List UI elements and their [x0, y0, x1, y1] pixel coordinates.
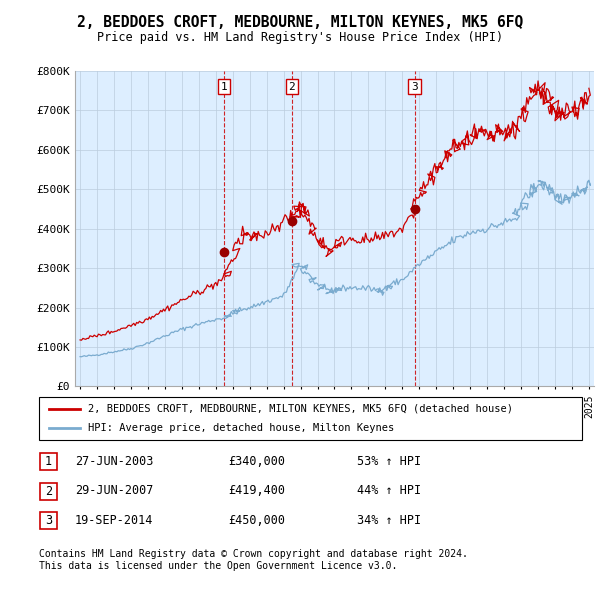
Text: 44% ↑ HPI: 44% ↑ HPI — [357, 484, 421, 497]
Text: 19-SEP-2014: 19-SEP-2014 — [75, 514, 154, 527]
Text: 1: 1 — [221, 81, 227, 91]
Text: 27-JUN-2003: 27-JUN-2003 — [75, 455, 154, 468]
Text: 1: 1 — [45, 455, 52, 468]
Text: 34% ↑ HPI: 34% ↑ HPI — [357, 514, 421, 527]
Text: HPI: Average price, detached house, Milton Keynes: HPI: Average price, detached house, Milt… — [88, 423, 394, 433]
Text: £450,000: £450,000 — [228, 514, 285, 527]
FancyBboxPatch shape — [40, 483, 57, 500]
Text: 29-JUN-2007: 29-JUN-2007 — [75, 484, 154, 497]
Text: 2: 2 — [289, 81, 295, 91]
Text: 2, BEDDOES CROFT, MEDBOURNE, MILTON KEYNES, MK5 6FQ: 2, BEDDOES CROFT, MEDBOURNE, MILTON KEYN… — [77, 15, 523, 30]
Text: 2: 2 — [45, 485, 52, 498]
Text: This data is licensed under the Open Government Licence v3.0.: This data is licensed under the Open Gov… — [39, 561, 397, 571]
Text: 3: 3 — [411, 81, 418, 91]
Text: £419,400: £419,400 — [228, 484, 285, 497]
Text: 3: 3 — [45, 514, 52, 527]
Text: Price paid vs. HM Land Registry's House Price Index (HPI): Price paid vs. HM Land Registry's House … — [97, 31, 503, 44]
FancyBboxPatch shape — [40, 513, 57, 529]
Text: £340,000: £340,000 — [228, 455, 285, 468]
Text: Contains HM Land Registry data © Crown copyright and database right 2024.: Contains HM Land Registry data © Crown c… — [39, 549, 468, 559]
FancyBboxPatch shape — [40, 454, 57, 470]
Text: 53% ↑ HPI: 53% ↑ HPI — [357, 455, 421, 468]
FancyBboxPatch shape — [39, 397, 582, 440]
Text: 2, BEDDOES CROFT, MEDBOURNE, MILTON KEYNES, MK5 6FQ (detached house): 2, BEDDOES CROFT, MEDBOURNE, MILTON KEYN… — [88, 404, 513, 414]
